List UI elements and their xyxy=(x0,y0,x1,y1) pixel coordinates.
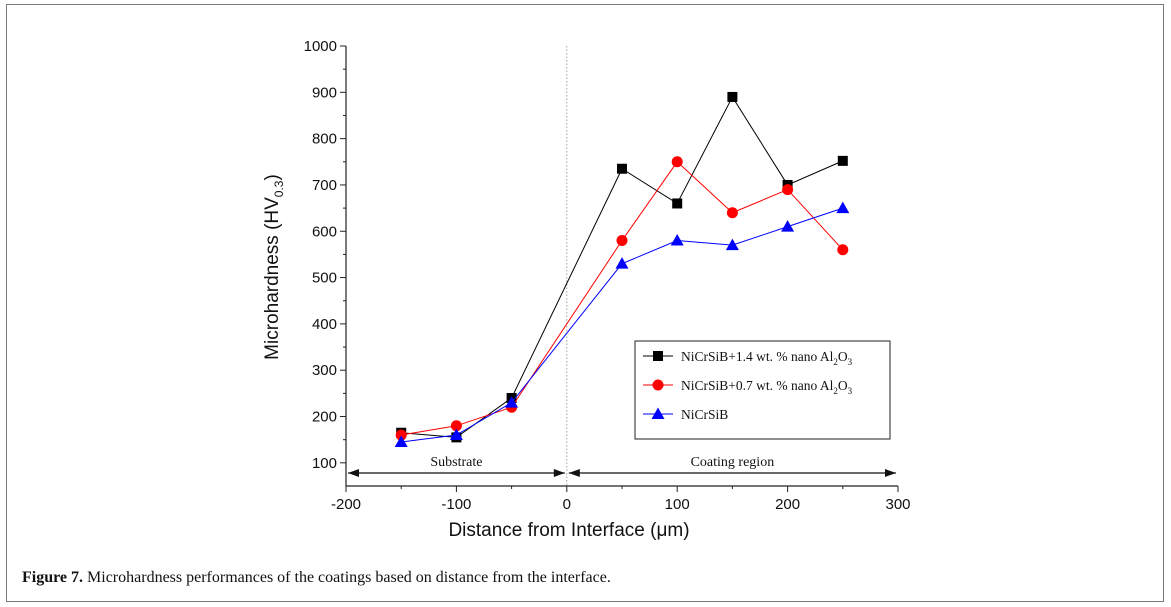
x-tick-label: -100 xyxy=(441,496,471,513)
ticks: 100 200 300 400 500 600 700 800 900 1000 -200 -100 0… xyxy=(304,38,911,513)
y-tick-label: 800 xyxy=(312,131,337,148)
data-point xyxy=(836,201,850,214)
series-group xyxy=(394,91,850,447)
data-point xyxy=(725,238,739,251)
data-point xyxy=(450,420,462,432)
figure-caption-text: Microhardness performances of the coatin… xyxy=(83,569,611,586)
legend-marker xyxy=(652,379,664,391)
series-line xyxy=(401,207,843,443)
substrate-arrow-left xyxy=(348,469,359,477)
x-axis-label: Distance from Interface (μm) xyxy=(448,520,689,541)
legend-label: NiCrSiB+1.4 wt. % nano Al2O3 xyxy=(681,349,853,367)
legend-label: NiCrSiB xyxy=(681,407,728,422)
x-tick-label: -200 xyxy=(331,496,361,513)
x-tick-label: 200 xyxy=(775,496,800,513)
data-point xyxy=(837,155,848,166)
chart: 100 200 300 400 500 600 700 800 900 1000 -200 -100 0… xyxy=(262,38,911,541)
coating-arrow-left xyxy=(568,469,580,477)
series-2 xyxy=(395,156,849,441)
data-point xyxy=(672,198,683,209)
legend-label: NiCrSiB+0.7 wt. % nano Al2O3 xyxy=(681,378,853,396)
region-arrows: Substrate Coating region xyxy=(348,455,896,477)
coating-arrow-right xyxy=(885,469,896,477)
y-tick-label: 900 xyxy=(312,84,337,101)
x-tick-label: 0 xyxy=(563,496,571,513)
figure-caption-label: Figure 7. xyxy=(22,569,84,586)
data-point xyxy=(449,428,463,441)
data-point xyxy=(670,234,684,246)
y-tick-label: 1000 xyxy=(304,38,337,55)
legend-box xyxy=(634,340,891,440)
data-point xyxy=(726,207,738,219)
figure-caption: Figure 7. Microhardness performances of … xyxy=(22,569,611,587)
y-tick-label: 400 xyxy=(312,316,337,333)
data-point xyxy=(671,156,683,168)
figure-frame xyxy=(6,4,1164,602)
data-point xyxy=(394,435,408,447)
substrate-arrow-right xyxy=(553,469,565,477)
series-line xyxy=(401,95,843,438)
data-point xyxy=(395,429,407,441)
legend-marker xyxy=(651,407,665,419)
data-point xyxy=(505,396,519,408)
data-point xyxy=(782,184,794,196)
x-tick-label: 300 xyxy=(885,496,910,513)
substrate-label: Substrate xyxy=(430,455,482,470)
y-tick-label: 200 xyxy=(312,409,337,426)
y-tick-label: 600 xyxy=(312,223,337,240)
data-point xyxy=(837,244,849,256)
y-axis-label: Microhardness (HV0.3) xyxy=(262,174,286,360)
data-point xyxy=(616,235,628,247)
legend-marker xyxy=(653,351,663,361)
data-point xyxy=(727,91,738,102)
data-point xyxy=(615,257,629,269)
y-tick-label: 700 xyxy=(312,177,337,194)
series-3 xyxy=(394,201,850,447)
y-tick-label: 500 xyxy=(312,270,337,287)
series-line xyxy=(401,161,844,436)
x-tick-label: 100 xyxy=(665,496,690,513)
legend: NiCrSiB+1.4 wt. % nano Al2O3 NiCrSiB+0.7 … xyxy=(634,340,891,440)
coating-region-label: Coating region xyxy=(691,455,775,470)
data-point xyxy=(781,220,795,232)
y-tick-label: 300 xyxy=(312,362,337,379)
data-point xyxy=(617,163,627,174)
y-tick-label: 100 xyxy=(312,455,337,472)
